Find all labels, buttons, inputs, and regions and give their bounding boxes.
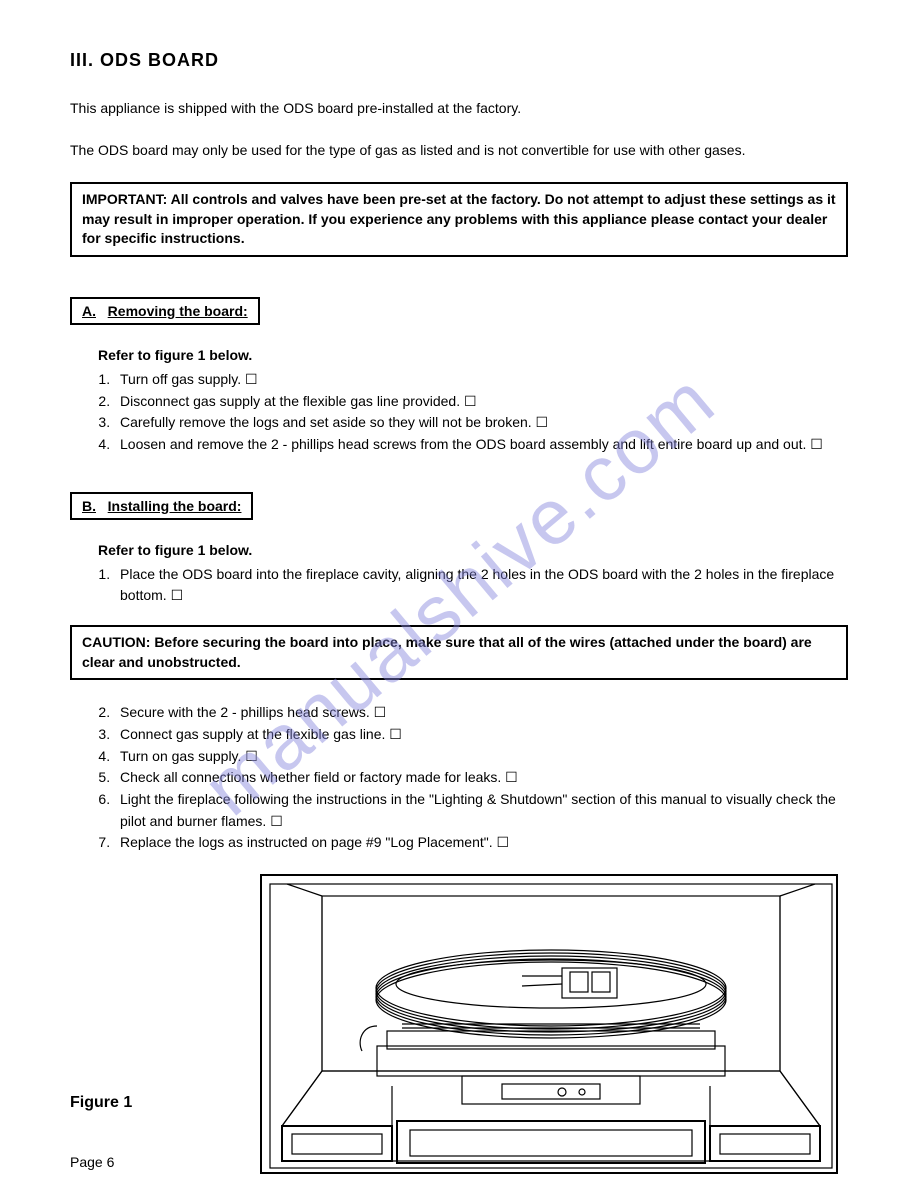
fireplace-ods-diagram-svg <box>262 876 838 1174</box>
section-a-refer: Refer to figure 1 below. <box>98 347 848 363</box>
section-a-label: Removing the board: <box>108 303 248 319</box>
figure-area: Figure 1 Page 6 <box>70 874 848 1174</box>
section-b-label: Installing the board: <box>108 498 242 514</box>
section-b-step1-list: Place the ODS board into the fireplace c… <box>92 564 848 607</box>
section-a-letter: A. <box>82 303 96 319</box>
list-item: Turn on gas supply. ☐ <box>114 746 848 768</box>
section-title: III. ODS BOARD <box>70 50 848 71</box>
section-b-refer: Refer to figure 1 below. <box>98 542 848 558</box>
page-number: Page 6 <box>70 1154 114 1170</box>
intro-paragraph-2: The ODS board may only be used for the t… <box>70 141 848 161</box>
list-item: Connect gas supply at the flexible gas l… <box>114 724 848 746</box>
figure-1-diagram <box>260 874 838 1174</box>
figure-label: Figure 1 <box>70 1094 132 1112</box>
section-a-header: A. Removing the board: <box>70 297 260 325</box>
list-item: Loosen and remove the 2 - phillips head … <box>114 434 848 456</box>
section-b-header: B. Installing the board: <box>70 492 253 520</box>
list-item: Check all connections whether field or f… <box>114 767 848 789</box>
section-b-letter: B. <box>82 498 96 514</box>
list-item: Replace the logs as instructed on page #… <box>114 832 848 854</box>
list-item: Place the ODS board into the fireplace c… <box>114 564 848 607</box>
section-a-steps: Turn off gas supply. ☐ Disconnect gas su… <box>92 369 848 456</box>
caution-callout: CAUTION: Before securing the board into … <box>70 625 848 680</box>
list-item: Secure with the 2 - phillips head screws… <box>114 702 848 724</box>
important-callout: IMPORTANT: All controls and valves have … <box>70 182 848 257</box>
section-b-steps-continue: Secure with the 2 - phillips head screws… <box>92 702 848 854</box>
intro-paragraph-1: This appliance is shipped with the ODS b… <box>70 99 848 119</box>
list-item: Turn off gas supply. ☐ <box>114 369 848 391</box>
list-item: Light the fireplace following the instru… <box>114 789 848 832</box>
list-item: Carefully remove the logs and set aside … <box>114 412 848 434</box>
list-item: Disconnect gas supply at the flexible ga… <box>114 391 848 413</box>
